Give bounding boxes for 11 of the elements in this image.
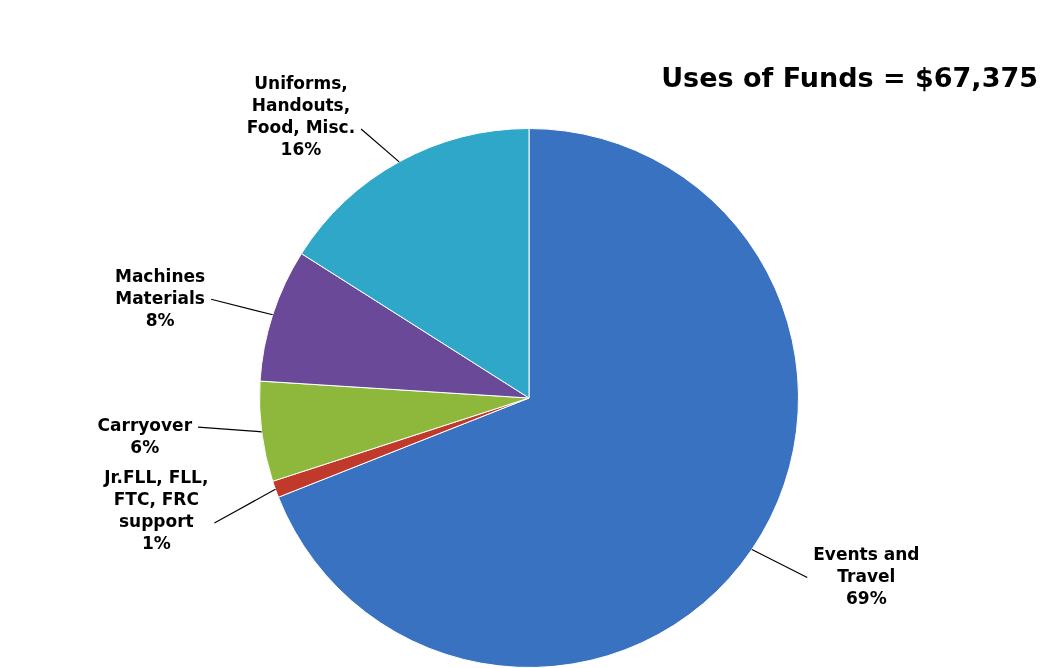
slice-label: Jr.FLL, FLL, FTC, FRC support (103, 467, 209, 532)
data-label: 8% (145, 309, 175, 330)
data-label: 1% (141, 533, 171, 554)
slice-label: Uniforms, Handouts, Food, Misc. (246, 73, 356, 138)
slice-label: Events and Travel (813, 544, 920, 587)
slice-label: Machines Materials (114, 265, 206, 308)
data-label: 69% (846, 588, 887, 609)
data-label: 16% (280, 139, 322, 160)
slice-label: Carryover (97, 415, 193, 436)
data-label: 6% (130, 437, 160, 458)
chart-title: Uses of Funds = $67,375 (661, 62, 1038, 94)
